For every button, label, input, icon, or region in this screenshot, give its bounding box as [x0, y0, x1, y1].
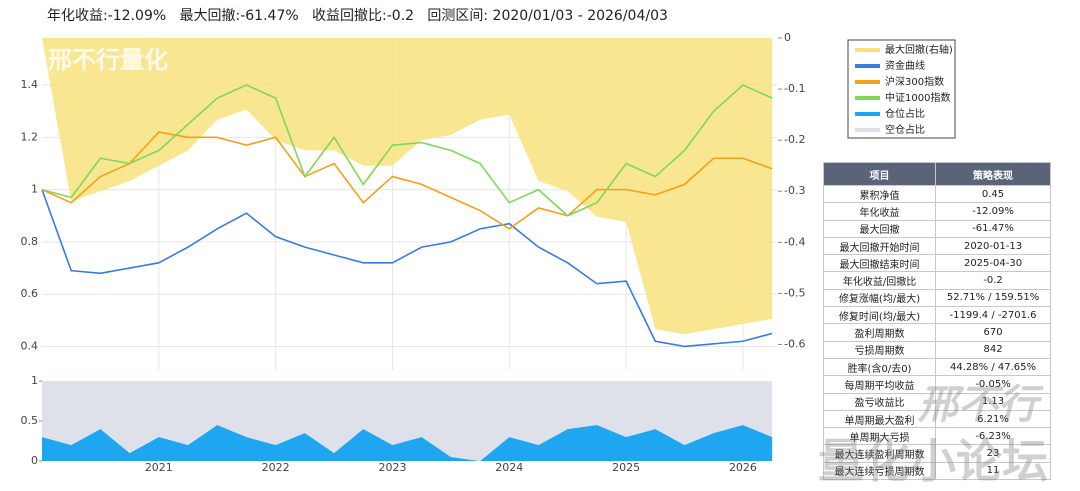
legend-label: 沪深300指数	[885, 75, 944, 88]
legend-label: 空仓占比	[885, 123, 925, 136]
table-cell: 累积净值	[822, 184, 937, 204]
table-cell: 修复涨幅(均/最大)	[822, 288, 937, 308]
table-cell: 2020-01-13	[935, 236, 1051, 256]
table-cell: 52.71% / 159.51%	[935, 288, 1051, 308]
stats-table: 项目 策略表现 累积净值 0.45 年化收益 -12.09% 最大回撤 -61.47% 最大回撤…	[822, 162, 1051, 481]
table-cell: -12.09%	[935, 202, 1051, 221]
x-tick-label: 2021	[145, 461, 173, 474]
table-row: 项目 策略表现	[822, 162, 1051, 186]
table-row: 年化收益/回撤比 -0.2	[822, 271, 1051, 290]
y2-tick-label: -0.3	[784, 184, 805, 197]
table-cell: 盈利周期数	[822, 323, 937, 342]
table-cell: -1199.4 / -2701.6	[935, 306, 1051, 325]
table-row: 最大连续亏损周期数 11	[822, 461, 1051, 481]
y-tick-label: 0.4	[21, 339, 39, 352]
watermark: 邢不行	[918, 382, 1038, 428]
table-cell: 2025-04-30	[935, 254, 1051, 273]
y2-tick-label: -0.5	[784, 286, 805, 299]
header: 年化收益:-12.09% 最大回撤:-61.47% 收益回撤比:-0.2 回测区…	[47, 8, 668, 24]
series-line	[41, 189, 773, 348]
table-row: 年化收益 -12.09%	[822, 202, 1051, 221]
x-tick-label: 2023	[378, 461, 406, 474]
y-tick-label: 1	[31, 374, 38, 387]
table-row: 修复时间(均/最大) -1199.4 / -2701.6	[822, 306, 1051, 325]
table-cell: 策略表现	[935, 162, 1051, 186]
table-cell: 670	[935, 323, 1051, 342]
y-tick-label: 0.8	[21, 235, 39, 248]
drawdown-area	[42, 38, 773, 335]
table-row: 最大回撤结束时间 2025-04-30	[822, 254, 1051, 273]
table-cell: 最大回撤结束时间	[822, 254, 937, 273]
stacked-area	[42, 425, 773, 461]
y-tick-label: 1.4	[21, 78, 39, 91]
table-cell: 11	[935, 461, 1051, 481]
y2-tick-label: -0.4	[784, 235, 805, 248]
legend-label: 资金曲线	[885, 59, 925, 72]
watermark: 量化小论坛	[818, 434, 1048, 488]
y2-tick-label: -0.2	[784, 133, 805, 146]
table-row: 修复涨幅(均/最大) 52.71% / 159.51%	[822, 288, 1051, 308]
table-row: 最大回撤 -61.47%	[822, 219, 1051, 238]
y2-tick-label: -0.1	[784, 82, 805, 95]
table-cell: 最大连续亏损周期数	[822, 461, 937, 481]
y2-tick-label: 0	[784, 31, 791, 44]
x-tick-label: 2025	[612, 461, 640, 474]
y-tick-label: 0.5	[21, 414, 39, 427]
table-row: 亏损周期数 842	[822, 340, 1051, 359]
table-cell: 年化收益	[822, 202, 937, 221]
x-tick-label: 2024	[495, 461, 523, 474]
x-tick-label: 2022	[262, 461, 290, 474]
table-cell: -61.47%	[935, 219, 1051, 238]
legend-label: 中证1000指数	[885, 91, 950, 104]
x-tick-label: 2026	[729, 461, 757, 474]
table-row: 最大回撤开始时间 2020-01-13	[822, 236, 1051, 256]
y-tick-label: 1	[31, 183, 38, 196]
series-line	[41, 84, 773, 217]
table-cell: 最大回撤	[822, 219, 937, 238]
legend-box	[847, 39, 956, 139]
legend-label: 仓位占比	[885, 107, 925, 120]
stacked-area	[42, 381, 773, 461]
table-cell: 最大回撤开始时间	[822, 236, 937, 256]
y2-tick-label: -0.6	[784, 337, 805, 350]
table-cell: 842	[935, 340, 1051, 359]
y-tick-label: 1.2	[21, 130, 39, 143]
table-cell: 0.45	[935, 184, 1051, 204]
legend-label: 最大回撤(右轴)	[885, 43, 953, 56]
y-tick-label: 0	[31, 454, 38, 467]
series-line	[41, 131, 773, 230]
table-row: 累积净值 0.45	[822, 184, 1051, 204]
table-cell: 项目	[822, 162, 937, 186]
table-row: 盈利周期数 670	[822, 323, 1051, 342]
table-cell: 年化收益/回撤比	[822, 271, 937, 290]
table-cell: 亏损周期数	[822, 340, 937, 359]
watermark: 邢不行量化	[48, 46, 168, 74]
y-tick-label: 0.6	[21, 287, 39, 300]
table-cell: 修复时间(均/最大)	[822, 306, 937, 325]
table-cell: -0.2	[935, 271, 1051, 290]
